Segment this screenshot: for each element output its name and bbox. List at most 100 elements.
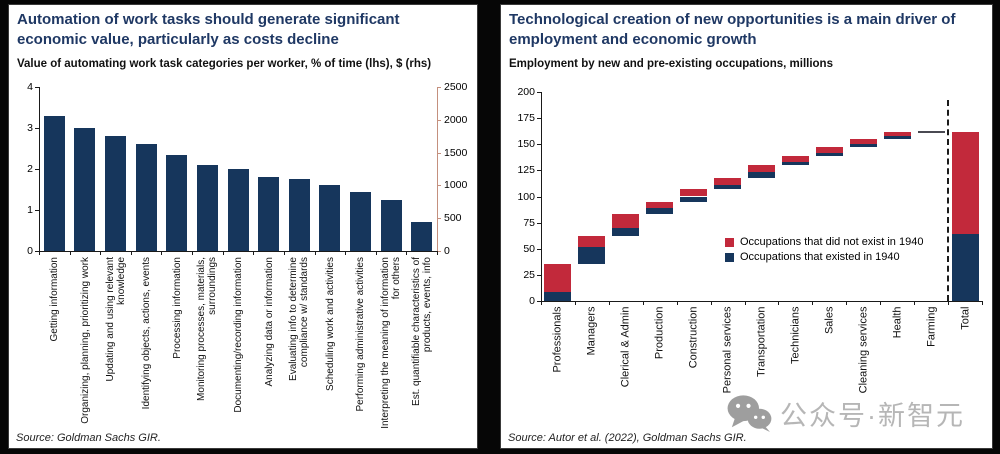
y-tick-right — [437, 218, 441, 220]
bar-segment-new — [646, 201, 674, 208]
x-category-label: Processing information — [171, 257, 183, 359]
bar — [135, 144, 157, 251]
y-tick — [537, 301, 541, 302]
y-tick — [537, 92, 541, 93]
bar — [258, 177, 280, 251]
bar-segment-existed — [781, 162, 809, 166]
x-category-label: Construction — [687, 306, 700, 368]
bar-segment-existed — [646, 207, 674, 215]
chart-legend: Occupations that did not exist in 1940 O… — [725, 236, 923, 266]
bar — [196, 164, 218, 251]
x-tick — [161, 251, 163, 255]
x-axis — [541, 301, 983, 302]
bar — [319, 185, 341, 251]
x-tick — [642, 301, 644, 305]
left-chart-subtitle: Value of automating work task categories… — [17, 58, 432, 70]
y-tick-label-right: 2000 — [444, 113, 468, 126]
bar-segment-existed — [680, 196, 708, 202]
y-tick-label: 1 — [27, 204, 33, 216]
x-category-label: Total — [958, 306, 971, 330]
x-category-label: Sales — [822, 306, 835, 334]
x-tick — [253, 251, 255, 255]
bar-segment-existed — [849, 144, 877, 148]
x-category-label: Farming — [924, 306, 937, 347]
y-tick-label: 125 — [517, 164, 535, 177]
legend-swatch-existing-occupations — [725, 252, 734, 262]
y-tick — [35, 87, 39, 88]
bar — [74, 128, 96, 251]
x-tick — [710, 301, 712, 305]
y-tick — [35, 128, 39, 129]
y-tick-right — [437, 87, 441, 88]
bar — [43, 115, 65, 251]
x-category-label: Transportation — [755, 306, 767, 377]
x-category-label: Documenting/recording information — [232, 257, 244, 413]
y-tick-label: 175 — [517, 112, 535, 125]
bar-segment-new — [680, 189, 708, 197]
x-tick — [192, 251, 194, 255]
y-tick-label-right: 1000 — [444, 179, 468, 192]
y-tick-right — [437, 185, 441, 187]
bar-segment-existed — [951, 234, 979, 301]
y-tick-right — [437, 119, 441, 121]
x-tick — [283, 251, 285, 255]
bar-segment-new — [748, 165, 775, 173]
left-chart-source: Source: Goldman Sachs GIR. — [16, 432, 161, 444]
x-category-label: Clerical & Admin — [619, 306, 632, 387]
bar-segment-new — [714, 177, 742, 185]
automation-bar-chart: 0 1 2 3 4 0 500 1000 1500 2000 2500 Getting informa… — [9, 5, 477, 448]
y-axis — [541, 92, 542, 301]
x-category-label: Interpreting the meaning of information … — [380, 257, 403, 429]
x-tick — [574, 301, 576, 305]
y-tick-label: 4 — [27, 81, 33, 93]
x-category-label: Est. quantifiable characteristics of pro… — [410, 257, 433, 406]
y-tick-label: 75 — [523, 216, 535, 229]
x-category-label: Evaluating info to determine compliance … — [288, 257, 311, 381]
x-category-label: Personal services — [721, 306, 734, 393]
right-chart-title: Technological creation of new opportunit… — [509, 11, 956, 49]
y-tick — [537, 118, 541, 120]
left-chart-title: Automation of work tasks should generate… — [17, 11, 400, 49]
bar-segment-new — [781, 155, 809, 162]
y-tick-label-right: 2500 — [444, 81, 468, 93]
bar-segment-existed — [578, 246, 606, 265]
x-tick — [314, 251, 316, 255]
legend-row-existing-occupations: Occupations that existed in 1940 — [725, 251, 923, 263]
x-category-label: Getting information — [48, 257, 60, 342]
right-chart-subtitle: Employment by new and pre-existing occup… — [509, 58, 833, 70]
y-tick-right — [437, 152, 441, 154]
y-tick-label: 100 — [517, 190, 535, 203]
y-tick-label: 0 — [529, 295, 535, 307]
y-tick-label: 50 — [523, 242, 535, 255]
y-tick — [537, 222, 541, 224]
y-axis-left — [39, 87, 40, 251]
x-tick — [69, 251, 71, 255]
right-chart-panel: Technological creation of new opportunit… — [500, 4, 993, 449]
y-tick-right — [437, 251, 441, 252]
x-category-label: Cleaning services — [856, 306, 869, 393]
x-tick — [846, 301, 848, 305]
x-tick — [778, 301, 780, 305]
wechat-icon — [727, 395, 772, 433]
x-tick — [100, 251, 102, 255]
bar-segment-existed — [612, 227, 640, 237]
y-tick — [35, 169, 39, 170]
bar — [227, 169, 249, 251]
bar-segment-new — [815, 147, 843, 153]
y-tick-label: 0 — [27, 245, 33, 257]
legend-row-new-occupations: Occupations that did not exist in 1940 — [725, 236, 923, 248]
x-tick — [39, 251, 40, 255]
x-tick — [744, 301, 746, 305]
bar — [166, 154, 188, 251]
right-chart-source: Source: Autor et al. (2022), Goldman Sac… — [508, 432, 747, 444]
x-category-label: Monitoring processes, materials, surroun… — [196, 257, 219, 401]
x-tick — [608, 301, 610, 305]
x-category-label: Professionals — [551, 306, 564, 373]
watermark-text: 公众号·新智元 — [780, 400, 965, 431]
x-tick — [345, 251, 347, 255]
x-category-label: Identifying objects, actions, events — [140, 257, 152, 410]
y-tick-label-right: 0 — [444, 245, 450, 257]
x-tick — [880, 301, 882, 305]
bar-segment-existed — [748, 172, 775, 178]
